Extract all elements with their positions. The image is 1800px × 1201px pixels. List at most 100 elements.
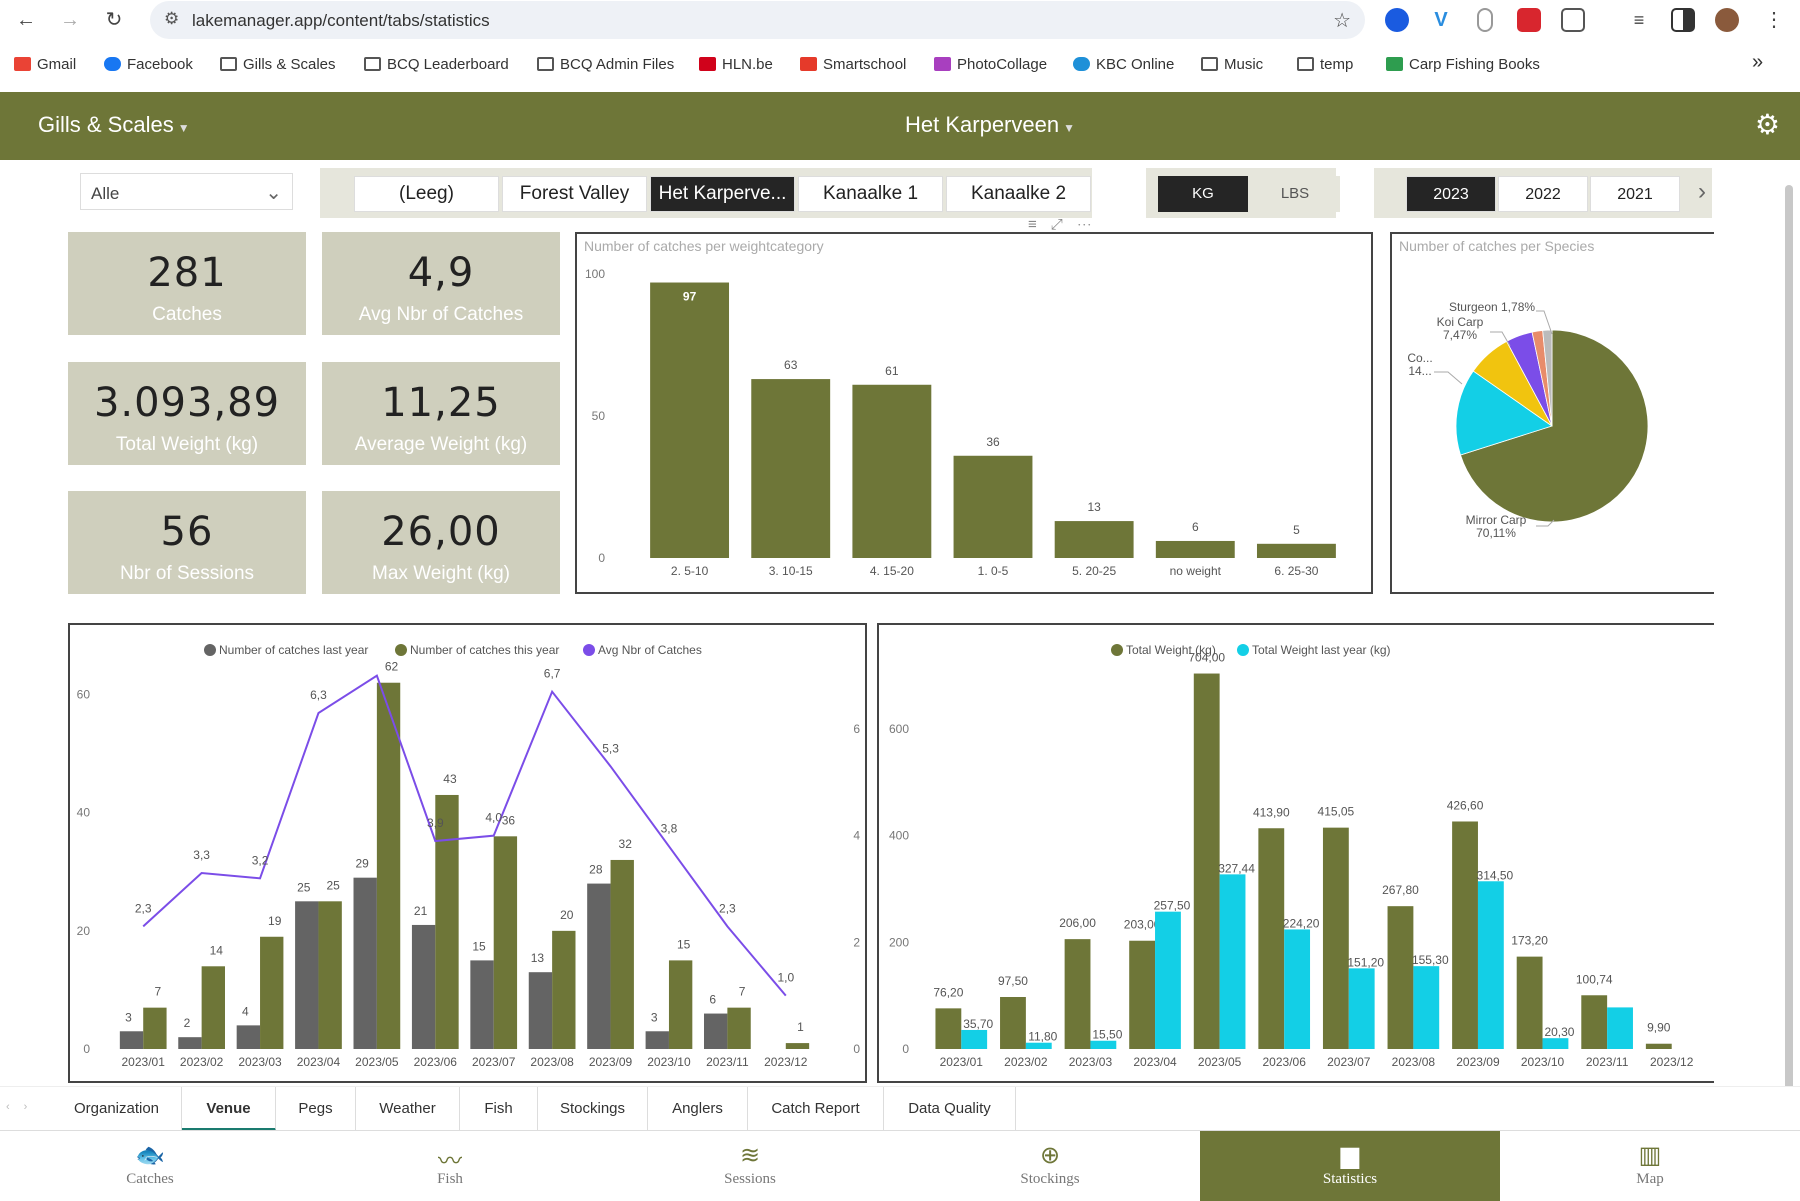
site-settings-icon[interactable]: ⚙ — [164, 9, 180, 28]
bookmark-photocollage[interactable]: PhotoCollage — [934, 56, 1047, 73]
bookmark-gills-scales[interactable]: Gills & Scales — [220, 56, 336, 73]
lake-option[interactable]: Forest Valley — [502, 176, 647, 212]
data-label: 19 — [268, 914, 282, 928]
address-bar[interactable]: ⚙ lakemanager.app/content/tabs/statistic… — [150, 1, 1365, 39]
data-label: 25 — [326, 878, 340, 892]
data-label: 267,80 — [1382, 883, 1419, 897]
bar-last-year-weight — [1219, 874, 1246, 1049]
y2-tick-label: 6 — [853, 722, 860, 736]
pocket-extension-icon[interactable] — [1517, 8, 1541, 32]
nav-fish[interactable]: 〰 Fish — [300, 1131, 600, 1201]
unit-kg[interactable]: KG — [1158, 176, 1248, 212]
tab-fish[interactable]: Fish — [460, 1087, 538, 1131]
lake-option[interactable]: Kanaalke 1 — [798, 176, 943, 212]
bookmark-carp-fishing-books[interactable]: Carp Fishing Books — [1386, 56, 1540, 73]
unit-lbs[interactable]: LBS — [1250, 176, 1340, 212]
bar-total-weight — [1258, 828, 1285, 1049]
bar-this-year — [493, 836, 518, 1049]
bookmark-hln[interactable]: HLN.be — [699, 56, 773, 73]
tab-catch-report[interactable]: Catch Report — [748, 1087, 884, 1131]
address-row: ← → ↻ ⚙ lakemanager.app/content/tabs/sta… — [0, 0, 1800, 40]
facebook-icon — [104, 57, 121, 71]
line-label: 6,7 — [544, 667, 561, 681]
bookmark-facebook[interactable]: Facebook — [104, 56, 193, 73]
legend-label: Total Weight (kg) — [1126, 643, 1216, 657]
tab-scroll-arrows[interactable]: ‹› — [6, 1101, 42, 1113]
tab-stockings[interactable]: Stockings — [538, 1087, 648, 1131]
visual-header-icons[interactable]: ≡⤢⋯ — [1028, 216, 1106, 233]
nav-label: Map — [1636, 1171, 1664, 1187]
angler-selected: Alle — [91, 184, 120, 203]
legend-marker — [583, 644, 595, 656]
bookmarks-more-icon[interactable]: » — [1752, 51, 1764, 73]
data-label: 15,50 — [1092, 1028, 1122, 1042]
x-tick-label: 2023/05 — [1198, 1055, 1242, 1069]
y-tick-label: 400 — [889, 829, 909, 843]
bar — [953, 455, 1033, 558]
y-tick-label: 40 — [77, 806, 91, 820]
nav-sessions[interactable]: ≋ Sessions — [600, 1131, 900, 1201]
back-icon[interactable]: ← — [16, 9, 36, 31]
bookmark-kbc-online[interactable]: KBC Online — [1073, 56, 1174, 73]
kpi-catches: 281 Catches — [68, 232, 306, 335]
puzzle-extensions-icon[interactable] — [1561, 8, 1585, 32]
bar-total-weight — [1452, 821, 1478, 1049]
x-tick-label: 5. 20-25 — [1072, 564, 1116, 578]
bookmark-bcq-admin-files[interactable]: BCQ Admin Files — [537, 56, 674, 73]
bookmark-star-icon[interactable]: ☆ — [1333, 10, 1351, 32]
nav-statistics[interactable]: ▆ Statistics — [1200, 1131, 1500, 1201]
bookmark-music[interactable]: Music — [1201, 56, 1263, 73]
year-option[interactable]: 2022 — [1498, 176, 1588, 212]
browser-chrome: ← → ↻ ⚙ lakemanager.app/content/tabs/sta… — [0, 0, 1800, 92]
data-label: 704,00 — [1188, 651, 1225, 665]
brand-menu[interactable]: Gills & Scales ▼ — [38, 112, 190, 138]
extension-icon[interactable] — [1477, 8, 1493, 32]
year-option[interactable]: 2021 — [1590, 176, 1680, 212]
angler-dropdown[interactable]: Alle ⌄ — [80, 173, 293, 210]
tab-data-quality[interactable]: Data Quality — [884, 1087, 1016, 1131]
bookmark-bcq-leaderboard[interactable]: BCQ Leaderboard — [364, 56, 509, 73]
bookmark-smartschool[interactable]: Smartschool — [800, 56, 906, 73]
reload-icon[interactable]: ↻ — [105, 9, 123, 31]
scrollbar-thumb[interactable] — [1785, 185, 1793, 1105]
vimeo-extension-icon[interactable]: V — [1434, 9, 1448, 31]
bar-last-year — [587, 883, 611, 1049]
extension-icon[interactable] — [1385, 8, 1409, 32]
year-option-selected[interactable]: 2023 — [1406, 176, 1496, 212]
venue-name: Het Karperveen — [905, 112, 1060, 137]
nav-map[interactable]: ▥ Map — [1500, 1131, 1800, 1201]
x-tick-label: no weight — [1170, 564, 1222, 578]
bookmark-temp[interactable]: temp — [1297, 56, 1353, 73]
lake-option[interactable]: (Leeg) — [354, 176, 499, 212]
media-control-icon[interactable]: ≡ — [1633, 10, 1645, 30]
kpi-sessions: 56 Nbr of Sessions — [68, 491, 306, 594]
lake-option[interactable]: Kanaalke 2 — [946, 176, 1091, 212]
gear-icon[interactable]: ⚙ — [1754, 109, 1780, 140]
kpi-label: Nbr of Sessions — [119, 563, 255, 584]
venue-menu[interactable]: Het Karperveen ▼ — [905, 112, 1075, 138]
x-tick-label: 2023/01 — [122, 1055, 166, 1069]
bookmarks-bar: Gmail Facebook Gills & Scales BCQ Leader… — [0, 48, 1800, 82]
forward-icon[interactable]: → — [60, 9, 80, 31]
profile-avatar[interactable] — [1715, 8, 1739, 32]
bar-this-year — [260, 936, 284, 1049]
lake-option-selected[interactable]: Het Karperve... — [650, 176, 795, 212]
side-panel-icon[interactable] — [1671, 8, 1695, 32]
browser-menu-icon[interactable]: ⋮ — [1764, 9, 1784, 31]
data-label: 257,50 — [1154, 899, 1191, 913]
fish-hook-icon: 🐟 — [135, 1141, 165, 1169]
tab-anglers[interactable]: Anglers — [648, 1087, 748, 1131]
nav-label: Catches — [126, 1171, 174, 1187]
bar-last-year-weight — [1155, 911, 1181, 1049]
tab-weather[interactable]: Weather — [356, 1087, 460, 1131]
nav-stockings[interactable]: ⊕ Stockings — [900, 1131, 1200, 1201]
tab-organization[interactable]: Organization — [52, 1087, 182, 1131]
tab-venue[interactable]: Venue — [182, 1087, 276, 1131]
nav-catches[interactable]: 🐟 Catches — [0, 1131, 300, 1201]
url-text[interactable]: lakemanager.app/content/tabs/statistics — [192, 11, 490, 30]
chevron-right-icon[interactable]: › — [1698, 178, 1706, 205]
bookmark-gmail[interactable]: Gmail — [14, 56, 76, 73]
slice-percent: 7,47% — [1443, 328, 1477, 342]
tab-pegs[interactable]: Pegs — [276, 1087, 356, 1131]
x-tick-label: 2023/09 — [1456, 1055, 1500, 1069]
